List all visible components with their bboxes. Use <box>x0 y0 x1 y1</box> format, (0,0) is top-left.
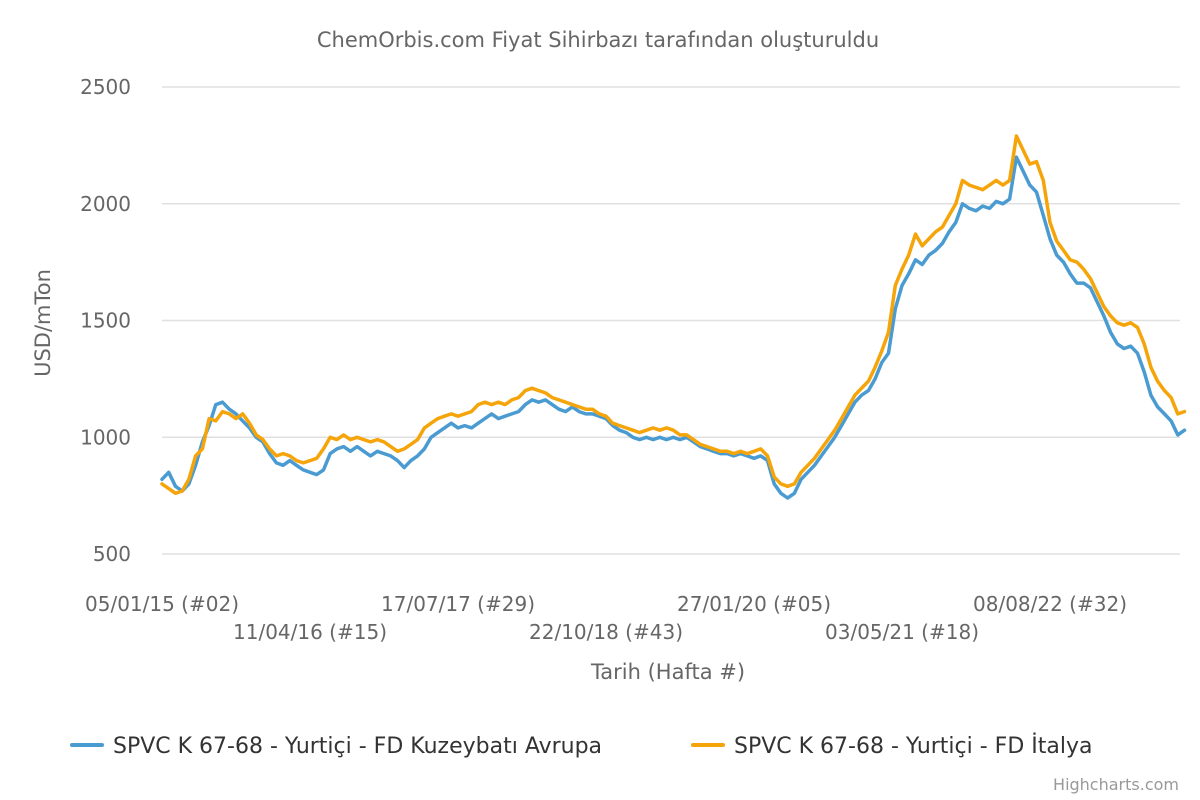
series-line-kuzeybati-avrupa[interactable] <box>160 155 1187 500</box>
x-tick-label: 11/04/16 (#15) <box>233 620 387 644</box>
series-line-italya[interactable] <box>160 134 1187 496</box>
x-tick-label: 08/08/22 (#32) <box>973 592 1127 616</box>
y-tick-label: 1500 <box>80 309 131 333</box>
x-tick-label: 22/10/18 (#43) <box>529 620 683 644</box>
x-tick-label: 27/01/20 (#05) <box>677 592 831 616</box>
y-tick-label: 500 <box>93 542 131 566</box>
credits-link[interactable]: Highcharts.com <box>1053 775 1179 794</box>
x-axis: 05/01/15 (#02) 11/04/16 (#15) 17/07/17 (#2… <box>85 592 1127 644</box>
legend: SPVC K 67-68 - Yurtiçi - FD Kuzeybatı Av… <box>70 733 1092 759</box>
y-tick-label: 1000 <box>80 425 131 449</box>
x-tick-label: 03/05/21 (#18) <box>825 620 979 644</box>
x-axis-title: Tarih (Hafta #) <box>590 660 745 684</box>
chart-title: ChemOrbis.com Fiyat Sihirbazı tarafından… <box>317 28 879 52</box>
legend-item[interactable]: SPVC K 67-68 - Yurtiçi - FD Kuzeybatı Av… <box>70 734 602 759</box>
legend-label: SPVC K 67-68 - Yurtiçi - FD Kuzeybatı Av… <box>113 734 602 759</box>
y-axis-title: USD/mTon <box>31 269 55 377</box>
legend-label: SPVC K 67-68 - Yurtiçi - FD İtalya <box>734 733 1092 759</box>
x-tick-label: 05/01/15 (#02) <box>85 592 239 616</box>
x-tick-label: 17/07/17 (#29) <box>381 592 535 616</box>
legend-item[interactable]: SPVC K 67-68 - Yurtiçi - FD İtalya <box>691 733 1092 759</box>
series-layer <box>160 134 1187 500</box>
y-tick-label: 2000 <box>80 192 131 216</box>
y-tick-label: 2500 <box>80 75 131 99</box>
y-axis: 500 1000 1500 2000 2500 <box>80 75 131 566</box>
